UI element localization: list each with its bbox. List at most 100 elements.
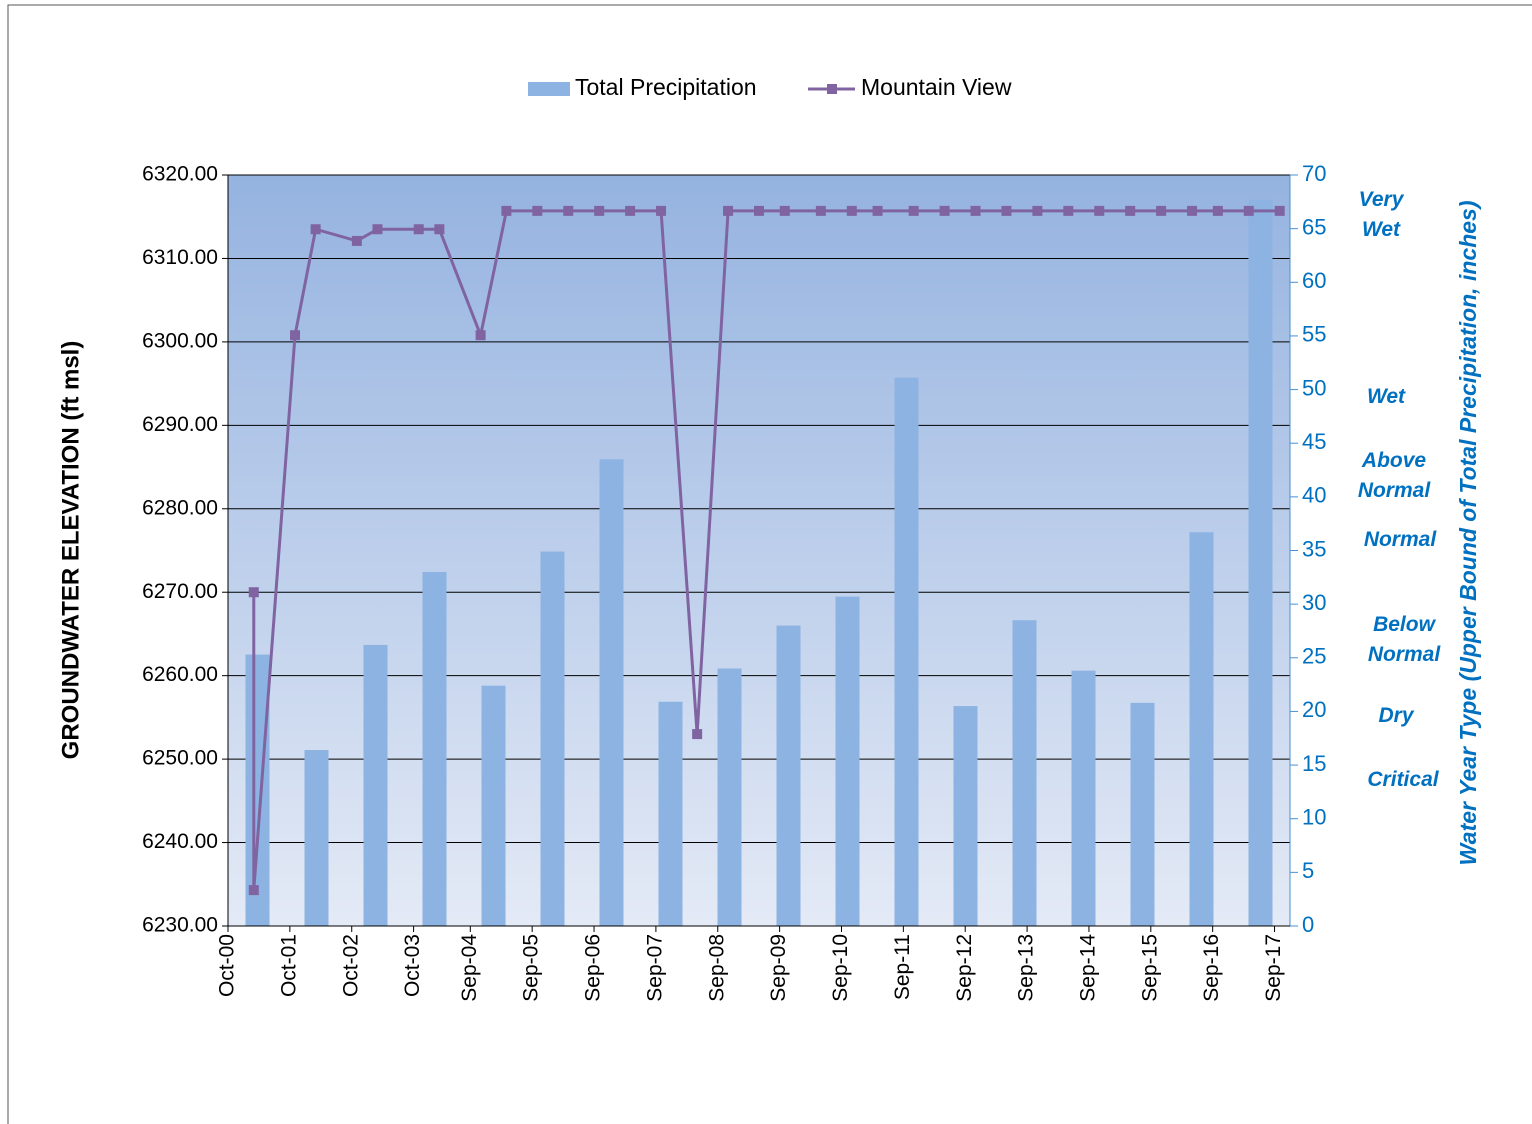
y2-tick-label: 55: [1302, 322, 1326, 347]
legend-marker: [827, 84, 837, 94]
y-tick-label: 6230.00: [142, 914, 218, 937]
y-tick-label: 6280.00: [142, 496, 218, 519]
annotation: Very Wet: [1359, 188, 1405, 241]
annotation-line: Normal: [1358, 479, 1432, 502]
marker: [413, 224, 424, 235]
y2-tick-label: 45: [1302, 429, 1326, 454]
x-tick-label: Sep-10: [829, 934, 852, 1002]
marker: [594, 205, 605, 216]
y-tick-label: 6290.00: [142, 413, 218, 436]
annotation-line: Normal: [1364, 528, 1438, 551]
marker: [939, 205, 950, 216]
bar: [481, 685, 506, 926]
marker: [1243, 205, 1254, 216]
marker: [872, 205, 883, 216]
bar: [304, 750, 329, 926]
annotation-line: Dry: [1378, 704, 1414, 727]
bar: [953, 706, 978, 926]
y2-tick-label: 15: [1302, 751, 1326, 776]
bar: [658, 701, 683, 926]
y2-tick-label: 5: [1302, 858, 1314, 883]
x-tick-label: Sep-16: [1200, 934, 1223, 1002]
x-tick-label: Sep-08: [705, 934, 728, 1002]
bar: [835, 596, 860, 926]
bar: [717, 668, 742, 926]
marker: [310, 224, 321, 235]
y-tick-label: 6320.00: [142, 163, 218, 186]
annotation-line: Critical: [1367, 768, 1439, 791]
bar: [599, 459, 624, 926]
x-tick-label: Sep-06: [582, 934, 605, 1002]
marker: [501, 205, 512, 216]
x-tick-label: Oct-02: [339, 934, 362, 997]
marker: [1094, 205, 1105, 216]
x-tick-label: Sep-04: [458, 934, 481, 1002]
annotation: Below Normal: [1368, 613, 1442, 666]
annotation-line: Normal: [1368, 643, 1442, 666]
marker: [723, 205, 734, 216]
x-tick-label: Sep-11: [891, 934, 914, 1000]
y-tick-label: 6260.00: [142, 663, 218, 686]
marker: [1032, 205, 1043, 216]
bar: [776, 625, 801, 926]
marker: [1156, 205, 1167, 216]
marker: [434, 224, 445, 235]
marker: [754, 205, 764, 216]
bar: [245, 654, 270, 926]
x-tick-label: Oct-03: [401, 934, 424, 997]
marker: [290, 330, 301, 341]
marker: [846, 205, 857, 216]
legend-swatch: [528, 82, 570, 96]
y2-tick-label: 20: [1302, 697, 1326, 722]
x-tick-label: Sep-07: [643, 934, 666, 1002]
bar: [1189, 532, 1214, 926]
annotation-line: Above: [1361, 449, 1427, 472]
bar: [1071, 670, 1096, 926]
frame: [7, 4, 1532, 1124]
marker: [1212, 205, 1223, 216]
bar: [1248, 199, 1273, 926]
x-tick-label: Sep-17: [1262, 934, 1285, 1002]
y2-tick-label: 0: [1302, 912, 1314, 937]
x-tick-label: Sep-12: [953, 934, 976, 1002]
marker: [372, 224, 383, 235]
marker: [1187, 205, 1198, 216]
legend-label: Mountain View: [861, 74, 1012, 100]
marker: [656, 205, 667, 216]
marker: [815, 205, 826, 216]
y2-axis-label: Water Year Type (Upper Bound of Total Pr…: [1455, 201, 1481, 866]
bar: [1012, 620, 1037, 926]
legend-label: Total Precipitation: [575, 74, 757, 100]
y-axis-label: GROUNDWATER ELEVATION (ft msl): [57, 341, 84, 760]
marker: [351, 235, 362, 246]
bar: [1130, 702, 1155, 926]
y-tick-label: 6270.00: [142, 580, 218, 603]
y2-tick-label: 40: [1302, 483, 1326, 508]
marker: [779, 205, 790, 216]
annotation-line: Very: [1359, 188, 1405, 211]
annotation: Critical: [1367, 768, 1439, 791]
y2-tick-label: 50: [1302, 375, 1326, 400]
y2-tick-label: 30: [1302, 590, 1326, 615]
annotation: Dry: [1378, 704, 1414, 727]
marker: [1274, 205, 1285, 216]
plot-area: [228, 175, 1290, 926]
marker: [248, 587, 259, 598]
y-tick-label: 6250.00: [142, 747, 218, 770]
x-tick-label: Sep-05: [520, 934, 543, 1002]
annotation-line: Wet: [1367, 385, 1406, 408]
x-tick-label: Sep-09: [767, 934, 790, 1002]
marker: [1063, 205, 1074, 216]
y2-tick-label: 65: [1302, 214, 1326, 239]
x-tick-label: Sep-13: [1015, 934, 1038, 1002]
bar: [540, 551, 565, 926]
annotation: Wet: [1367, 385, 1406, 408]
marker: [970, 205, 981, 216]
annotation-line: Below: [1373, 613, 1437, 636]
bar: [894, 377, 919, 926]
marker: [248, 885, 259, 896]
y2-tick-label: 60: [1302, 268, 1326, 293]
marker: [532, 205, 543, 216]
marker: [563, 205, 574, 216]
